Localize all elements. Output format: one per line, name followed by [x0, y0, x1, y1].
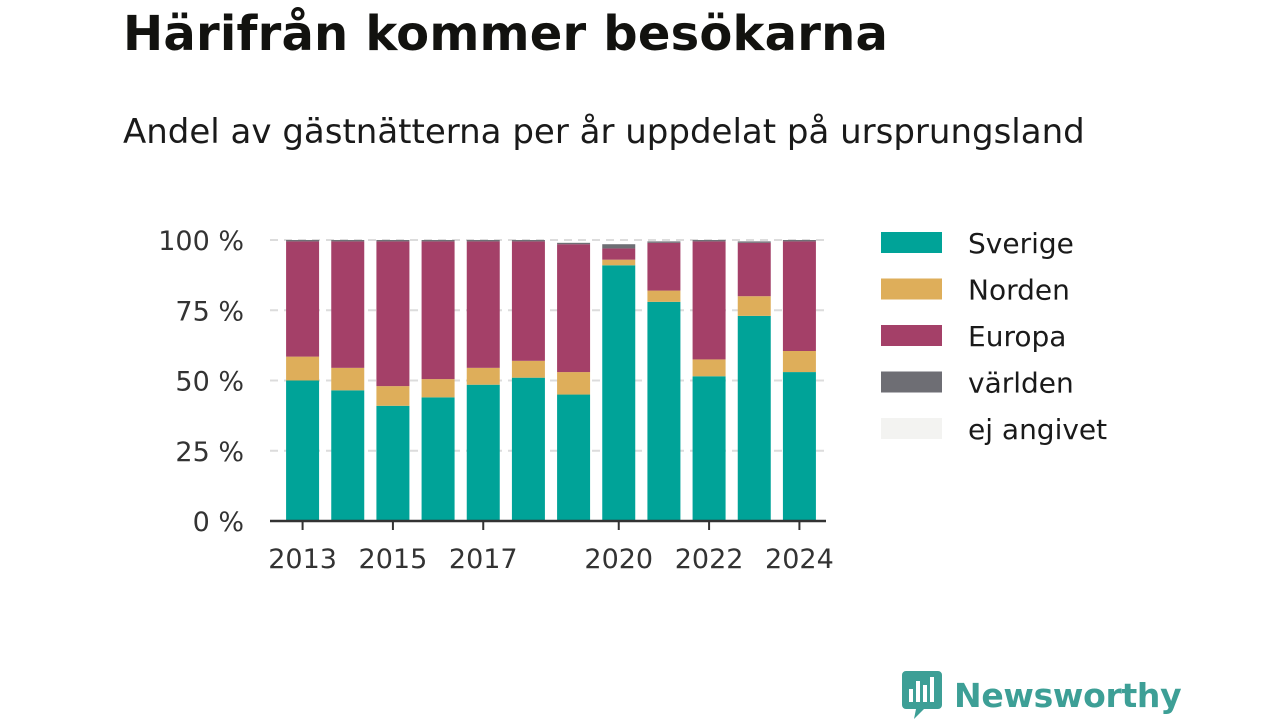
- bar-segment: [466, 367, 500, 385]
- bar-segment: [286, 380, 320, 521]
- bar-segment: [376, 240, 410, 242]
- x-tick-label: 2017: [449, 544, 518, 575]
- logo-text: Newsworthy: [954, 675, 1182, 715]
- bar-segment: [647, 241, 681, 243]
- bar-segment: [376, 241, 410, 387]
- y-tick-label: 50 %: [175, 367, 244, 398]
- bars: [286, 240, 816, 521]
- bar-chart-icon: [902, 671, 942, 719]
- bar-segment: [782, 241, 816, 351]
- y-tick-label: 100 %: [158, 226, 244, 257]
- legend-swatch: [881, 325, 942, 346]
- bar-segment: [602, 259, 636, 266]
- bar-segment: [331, 241, 365, 368]
- legend-swatch: [881, 232, 942, 253]
- bar-segment: [782, 372, 816, 521]
- bar-segment: [737, 241, 771, 243]
- bar-segment: [511, 241, 545, 361]
- legend-label: ej angivet: [968, 413, 1107, 446]
- bar-segment: [737, 242, 771, 297]
- bar-segment: [692, 376, 726, 521]
- y-tick-label: 75 %: [175, 296, 244, 327]
- legend: Sverige Norden Europa världen ej angivet: [881, 227, 1107, 446]
- bar-segment: [557, 394, 591, 521]
- axes: 0 % 25 % 50 % 75 % 100 % 2013 2015 2017 2020 2022…: [158, 226, 834, 575]
- bar-segment: [511, 240, 545, 242]
- bar-segment: [557, 244, 591, 373]
- bar-segment: [782, 240, 816, 242]
- x-tick-label: 2024: [765, 544, 834, 575]
- legend-label: världen: [968, 367, 1074, 400]
- bar-segment: [331, 390, 365, 521]
- bar-segment: [511, 360, 545, 378]
- bar-segment: [782, 350, 816, 373]
- newsworthy-logo: Newsworthy: [902, 670, 1182, 720]
- page-title: Härifrån kommer besökarna: [123, 6, 889, 62]
- x-tick-label: 2020: [584, 544, 653, 575]
- bar-segment: [286, 356, 320, 381]
- bar-segment: [286, 241, 320, 357]
- bar-segment: [692, 240, 726, 242]
- legend-label: Sverige: [968, 227, 1074, 260]
- page-subtitle: Andel av gästnätterna per år uppdelat på…: [123, 112, 1085, 152]
- x-tick-label: 2013: [268, 544, 337, 575]
- bar-segment: [647, 242, 681, 291]
- bar-segment: [511, 377, 545, 521]
- bar-segment: [466, 240, 500, 242]
- x-tick-label: 2015: [359, 544, 428, 575]
- legend-swatch: [881, 278, 942, 300]
- bar-segment: [602, 244, 636, 249]
- y-tick-label: 0 %: [193, 507, 244, 538]
- bar-segment: [557, 242, 591, 245]
- bar-segment: [421, 379, 455, 398]
- bar-segment: [602, 265, 636, 521]
- bar-segment: [466, 384, 500, 521]
- bar-segment: [376, 405, 410, 521]
- bar-segment: [376, 386, 410, 406]
- legend-label: Europa: [968, 320, 1066, 353]
- bar-segment: [692, 241, 726, 360]
- bar-segment: [737, 315, 771, 521]
- bar-segment: [331, 367, 365, 391]
- bar-segment: [421, 241, 455, 380]
- legend-swatch: [881, 371, 942, 393]
- bar-segment: [286, 240, 320, 242]
- bar-segment: [602, 248, 636, 260]
- legend-label: Norden: [968, 274, 1070, 307]
- bar-segment: [737, 296, 771, 316]
- bar-segment: [331, 240, 365, 242]
- bar-segment: [647, 290, 681, 302]
- bar-segment: [557, 372, 591, 395]
- bar-segment: [466, 241, 500, 368]
- bar-segment: [421, 397, 455, 521]
- legend-swatch: [881, 418, 942, 439]
- y-tick-label: 25 %: [175, 437, 244, 468]
- bar-segment: [647, 301, 681, 521]
- gridlines: [270, 239, 826, 452]
- x-tick-label: 2022: [675, 544, 744, 575]
- bar-segment: [421, 240, 455, 242]
- bar-segment: [692, 359, 726, 377]
